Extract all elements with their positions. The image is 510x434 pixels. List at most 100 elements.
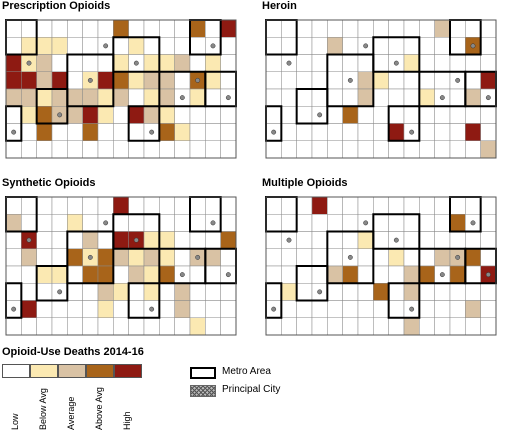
county	[113, 248, 129, 267]
county	[419, 214, 435, 232]
county	[51, 317, 68, 336]
county	[128, 106, 145, 124]
county	[205, 88, 221, 107]
metro-area-outline	[112, 213, 161, 250]
county	[220, 19, 237, 38]
county-map-heroin	[265, 19, 497, 159]
county	[159, 231, 175, 249]
county	[311, 123, 328, 141]
principal-city-marker	[225, 272, 231, 278]
county	[342, 106, 359, 124]
county	[465, 140, 481, 159]
county	[128, 88, 145, 107]
county	[342, 54, 359, 72]
county	[67, 265, 83, 284]
county	[189, 140, 206, 159]
county	[51, 140, 68, 159]
county	[128, 214, 145, 232]
county	[21, 196, 37, 215]
county	[143, 140, 160, 159]
county	[434, 214, 451, 232]
county	[388, 123, 405, 141]
county	[449, 37, 466, 55]
county	[281, 214, 297, 232]
county	[5, 283, 22, 301]
county	[67, 300, 83, 318]
county	[5, 106, 22, 124]
county	[296, 300, 313, 318]
principal-city-marker	[286, 237, 292, 243]
county	[342, 214, 359, 232]
county	[403, 19, 420, 38]
county	[51, 37, 68, 55]
county	[220, 123, 237, 141]
county	[357, 265, 374, 284]
principal-city-label: Principal City	[222, 384, 281, 395]
county	[265, 214, 282, 232]
county	[51, 231, 68, 249]
county	[281, 317, 297, 336]
principal-city-marker	[195, 77, 201, 83]
county	[342, 140, 359, 159]
county	[357, 19, 374, 38]
county	[97, 106, 114, 124]
county	[281, 37, 297, 55]
county	[113, 283, 129, 301]
county	[434, 54, 451, 72]
county	[311, 300, 328, 318]
county	[220, 231, 237, 249]
county	[373, 71, 389, 90]
county	[82, 54, 99, 72]
panel-title: Synthetic Opioids	[2, 177, 96, 189]
county	[342, 37, 359, 55]
county	[281, 300, 297, 318]
county	[174, 71, 191, 90]
principal-city-marker	[317, 112, 323, 118]
county	[143, 265, 160, 284]
county	[449, 283, 466, 301]
county	[281, 106, 297, 124]
county	[159, 71, 175, 90]
county	[36, 283, 53, 301]
county	[220, 106, 237, 124]
county	[434, 37, 451, 55]
metro-area-outline	[387, 105, 421, 142]
county-map-synthetic	[5, 196, 237, 336]
county	[128, 300, 145, 318]
county	[281, 19, 297, 38]
county	[357, 231, 374, 249]
county	[82, 196, 99, 215]
county	[403, 106, 420, 124]
county	[220, 317, 237, 336]
county	[97, 300, 114, 318]
county	[373, 283, 389, 301]
legend-label-low: Low	[10, 413, 20, 430]
county	[419, 196, 435, 215]
county	[342, 265, 359, 284]
county	[403, 317, 420, 336]
county	[403, 37, 420, 55]
county	[159, 37, 175, 55]
county	[465, 71, 481, 90]
county	[143, 248, 160, 267]
county	[265, 88, 282, 107]
county	[419, 300, 435, 318]
county	[281, 140, 297, 159]
legend-label-average: Average	[66, 396, 76, 430]
county	[388, 300, 405, 318]
county	[434, 106, 451, 124]
county	[21, 37, 37, 55]
county	[36, 300, 53, 318]
county	[403, 88, 420, 107]
county	[36, 196, 53, 215]
county	[373, 88, 389, 107]
map-panel-multiple: Multiple Opioids	[260, 177, 508, 345]
metro-area-symbol	[190, 367, 216, 379]
county	[449, 123, 466, 141]
county	[36, 106, 53, 124]
county	[159, 317, 175, 336]
county	[128, 196, 145, 215]
county	[113, 317, 129, 336]
county	[434, 231, 451, 249]
county	[36, 37, 53, 55]
